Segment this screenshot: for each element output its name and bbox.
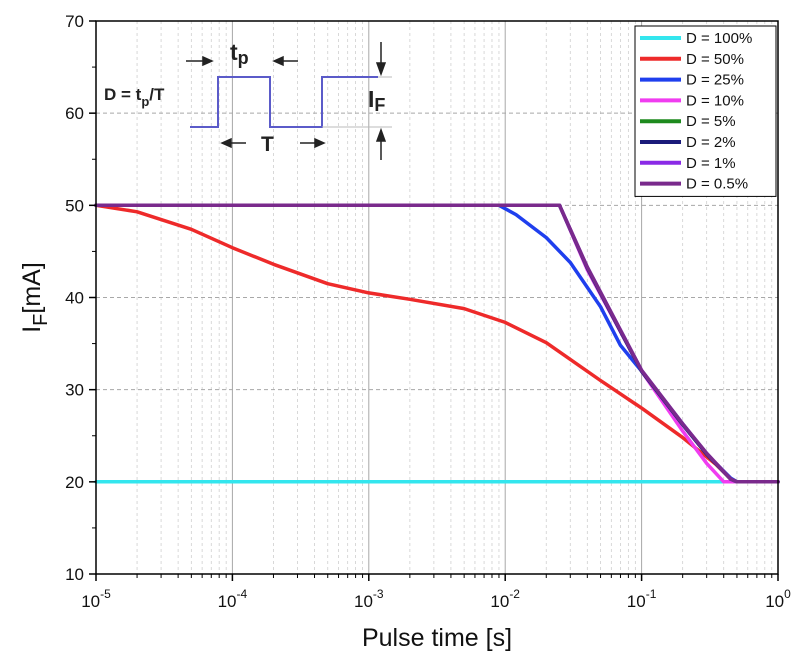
y-axis-title-unit: [mA] <box>18 262 46 313</box>
x-tick-base: 10 <box>354 592 373 611</box>
legend: D = 100% D = 50% D = 25% D = 10% D = 5% D = 2… <box>634 25 777 197</box>
legend-label-6: D = 1% <box>686 155 736 172</box>
x-axis-title: Pulse time [s] <box>362 624 512 652</box>
x-tick-base: 10 <box>765 592 784 611</box>
x-tick-exponent: -1 <box>646 587 657 601</box>
pulse-diagram-inset: D = tp/T tp T IF <box>104 39 392 160</box>
pulse-waveform <box>190 76 378 128</box>
x-tick-base: 10 <box>81 592 100 611</box>
y-tick-label-1: 20 <box>65 473 84 492</box>
y-axis-title-main: I <box>18 326 46 333</box>
duty-formula-rhs: /T <box>149 85 165 104</box>
x-tick-label-1: 10-4 <box>218 587 248 611</box>
x-tick-label-3: 10-2 <box>490 587 520 611</box>
y-axis-title: IF[mA] <box>18 262 52 333</box>
series-line-4 <box>94 203 780 484</box>
data-series <box>94 203 780 484</box>
amplitude-label-sub: F <box>374 95 385 115</box>
x-tick-label-5: 100 <box>765 587 791 611</box>
legend-label-4: D = 5% <box>686 113 736 130</box>
legend-label-0: D = 100% <box>686 30 752 47</box>
tp-label-main: t <box>230 39 238 65</box>
legend-label-3: D = 10% <box>686 92 744 109</box>
legend-label-5: D = 2% <box>686 134 736 151</box>
amplitude-arrow-down <box>375 42 387 77</box>
x-tick-exponent: 0 <box>784 587 791 601</box>
y-tick-label-5: 60 <box>65 104 84 123</box>
y-tick-label-4: 50 <box>65 196 84 215</box>
series-line-3 <box>94 203 780 484</box>
legend-label-1: D = 50% <box>686 51 744 68</box>
duty-formula-lhs: D = t <box>104 85 142 104</box>
legend-label-2: D = 25% <box>686 72 744 89</box>
amplitude-label: IF <box>368 86 385 115</box>
x-tick-exponent: -5 <box>100 587 111 601</box>
x-tick-label-0: 10-5 <box>81 587 111 611</box>
duty-formula-sub: p <box>141 94 149 109</box>
amplitude-label-main: I <box>368 86 374 112</box>
y-axis-title-sub: F <box>30 314 52 326</box>
period-arrow-right <box>300 137 326 149</box>
y-tick-label-3: 40 <box>65 289 84 308</box>
tp-arrow-right <box>272 55 298 67</box>
tp-label: tp <box>230 39 249 68</box>
x-tick-exponent: -4 <box>237 587 248 601</box>
x-tick-label-4: 10-1 <box>627 587 657 611</box>
series-line-2 <box>94 203 780 484</box>
x-tick-base: 10 <box>218 592 237 611</box>
tp-label-sub: p <box>238 48 249 68</box>
x-tick-label-2: 10-3 <box>354 587 384 611</box>
y-tick-label-0: 10 <box>65 565 84 584</box>
x-tick-exponent: -3 <box>373 587 384 601</box>
x-tick-base: 10 <box>490 592 509 611</box>
series-line-5 <box>94 203 780 484</box>
series-line-7 <box>94 203 780 484</box>
x-tick-base: 10 <box>627 592 646 611</box>
x-axis-ticks: 10-5 10-4 10-3 10-2 10-1 100 <box>81 574 791 611</box>
series-line-1 <box>94 203 780 484</box>
y-axis-ticks: 10 20 30 40 50 60 70 <box>65 12 96 584</box>
legend-label-7: D = 0.5% <box>686 176 748 193</box>
x-tick-exponent: -2 <box>509 587 520 601</box>
amplitude-arrow-up <box>375 127 387 160</box>
period-label: T <box>261 133 274 156</box>
y-tick-label-2: 30 <box>65 381 84 400</box>
legend-box <box>634 25 777 197</box>
tp-arrow-left <box>186 55 214 67</box>
period-arrow-left <box>220 137 246 149</box>
series-line-6 <box>94 203 780 484</box>
duty-formula: D = tp/T <box>104 85 165 109</box>
y-tick-label-6: 70 <box>65 12 84 31</box>
